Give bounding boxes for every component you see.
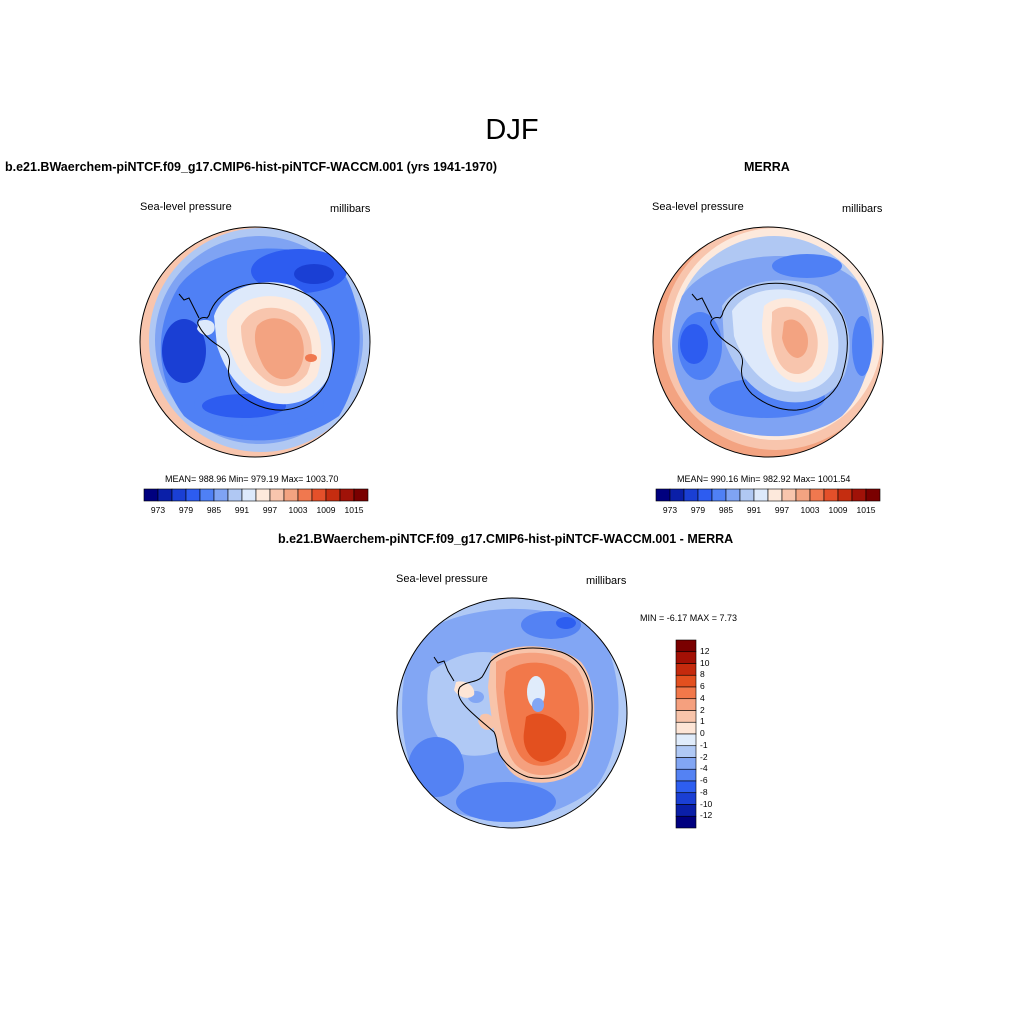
diff-colorbar-tick-label: -2	[700, 751, 708, 762]
obs-colorbar-tick-label: 1015	[856, 505, 876, 515]
model-colorbar-tick-label: 991	[234, 505, 250, 515]
obs-colorbar-swatch	[809, 488, 825, 502]
obs-polar-map	[652, 226, 884, 458]
obs-colorbar-tick-label: 985	[718, 505, 734, 515]
model-colorbar-swatch	[269, 488, 285, 502]
model-colorbar-swatch	[339, 488, 355, 502]
obs-colorbar	[655, 488, 881, 502]
diff-variable-label: Sea-level pressure	[396, 573, 488, 585]
obs-colorbar-swatch	[865, 488, 881, 502]
diff-colorbar-swatch	[675, 733, 697, 747]
model-colorbar-swatch	[171, 488, 187, 502]
obs-units-label: millibars	[842, 203, 883, 215]
diff-colorbar-swatch	[675, 804, 697, 817]
diff-colorbar-swatch	[675, 792, 697, 805]
diff-panel-title: b.e21.BWaerchem-piNTCF.f09_g17.CMIP6-his…	[278, 532, 734, 546]
obs-stats: MEAN= 990.16 Min= 982.92 Max= 1001.54	[677, 474, 851, 484]
model-colorbar-swatch	[283, 488, 299, 502]
diff-colorbar-swatch	[675, 710, 697, 723]
model-colorbar-swatch	[311, 488, 327, 502]
diff-colorbar-swatch	[675, 639, 697, 653]
diff-colorbar-tick-label: 12	[700, 645, 710, 656]
model-colorbar-swatch	[157, 488, 173, 502]
obs-colorbar-swatch	[837, 488, 853, 502]
diff-colorbar-tick-label: 4	[700, 692, 705, 703]
diff-colorbar	[675, 639, 697, 829]
obs-colorbar-tick-label: 997	[774, 505, 790, 515]
obs-colorbar-tick-label: 1003	[800, 505, 820, 515]
obs-colorbar-swatch	[851, 488, 867, 502]
diff-colorbar-tick-label: 8	[700, 669, 705, 680]
diff-colorbar-swatch	[675, 815, 697, 829]
diff-colorbar-tick-label: 2	[700, 704, 705, 715]
diff-colorbar-swatch	[675, 674, 697, 688]
diff-colorbar-swatch	[675, 721, 697, 735]
model-colorbar-swatch	[185, 488, 201, 502]
obs-colorbar-tick-label: 991	[746, 505, 762, 515]
diff-colorbar-tick-label: 0	[700, 728, 705, 738]
diff-colorbar-tick-label: -12	[700, 810, 713, 821]
model-colorbar-swatch	[143, 488, 159, 502]
diff-colorbar-swatch	[675, 651, 697, 664]
diff-colorbar-tick-label: -4	[700, 763, 708, 774]
diff-colorbar-tick-label: 10	[700, 657, 710, 668]
diff-colorbar-tick-label: -1	[700, 739, 708, 750]
obs-colorbar-swatch	[781, 488, 797, 502]
obs-colorbar-tick-label: 979	[690, 505, 706, 515]
model-colorbar-swatch	[213, 488, 229, 502]
obs-colorbar-swatch	[711, 488, 727, 502]
model-colorbar-tick-label: 997	[262, 505, 278, 515]
diff-stats: MIN = -6.17 MAX = 7.73	[640, 613, 738, 623]
obs-panel-title: MERRA	[744, 160, 790, 174]
model-colorbar-swatch	[241, 488, 257, 502]
model-colorbar-tick-label: 973	[150, 505, 166, 515]
diff-colorbar-swatch	[675, 757, 697, 770]
obs-colorbar-swatch	[795, 488, 811, 502]
obs-colorbar-tick-label: 973	[662, 505, 678, 515]
diff-colorbar-swatch	[675, 768, 697, 782]
model-colorbar-swatch	[227, 488, 243, 502]
obs-colorbar-swatch	[655, 488, 671, 502]
obs-colorbar-swatch	[767, 488, 783, 502]
diff-colorbar-swatch	[675, 663, 697, 676]
model-stats: MEAN= 988.96 Min= 979.19 Max= 1003.70	[165, 474, 339, 484]
model-colorbar-tick-label: 985	[206, 505, 222, 515]
obs-variable-label: Sea-level pressure	[652, 201, 744, 213]
obs-colorbar-swatch	[753, 488, 769, 502]
diff-colorbar-swatch	[675, 686, 697, 700]
diff-units-label: millibars	[586, 575, 627, 587]
obs-colorbar-swatch	[697, 488, 713, 502]
model-colorbar-tick-label: 1009	[316, 505, 336, 515]
diff-colorbar-swatch	[675, 698, 697, 711]
diff-colorbar-swatch	[675, 780, 697, 794]
obs-colorbar-swatch	[669, 488, 685, 502]
model-variable-label: Sea-level pressure	[140, 201, 232, 213]
diff-colorbar-tick-label: -10	[700, 798, 713, 809]
page-title: DJF	[485, 114, 539, 146]
diff-polar-map	[396, 597, 628, 829]
diff-colorbar-swatch	[675, 745, 697, 758]
model-colorbar-tick-label: 1003	[288, 505, 308, 515]
model-colorbar-swatch	[325, 488, 341, 502]
model-colorbar-tick-label: 979	[178, 505, 194, 515]
obs-colorbar-swatch	[683, 488, 699, 502]
model-panel-title: b.e21.BWaerchem-piNTCF.f09_g17.CMIP6-his…	[5, 160, 498, 174]
diff-colorbar-tick-label: 6	[700, 681, 705, 691]
model-colorbar	[143, 488, 369, 502]
model-colorbar-tick-label: 1015	[344, 505, 364, 515]
obs-colorbar-swatch	[823, 488, 839, 502]
diff-colorbar-tick-label: -8	[700, 786, 708, 797]
model-polar-map	[139, 226, 371, 458]
obs-colorbar-swatch	[739, 488, 755, 502]
model-units-label: millibars	[330, 203, 371, 215]
model-colorbar-swatch	[199, 488, 215, 502]
model-colorbar-swatch	[353, 488, 369, 502]
diff-colorbar-tick-label: -6	[700, 775, 708, 785]
obs-colorbar-tick-label: 1009	[828, 505, 848, 515]
obs-colorbar-swatch	[725, 488, 741, 502]
model-colorbar-swatch	[297, 488, 313, 502]
model-colorbar-swatch	[255, 488, 271, 502]
diff-colorbar-tick-label: 1	[700, 716, 705, 727]
